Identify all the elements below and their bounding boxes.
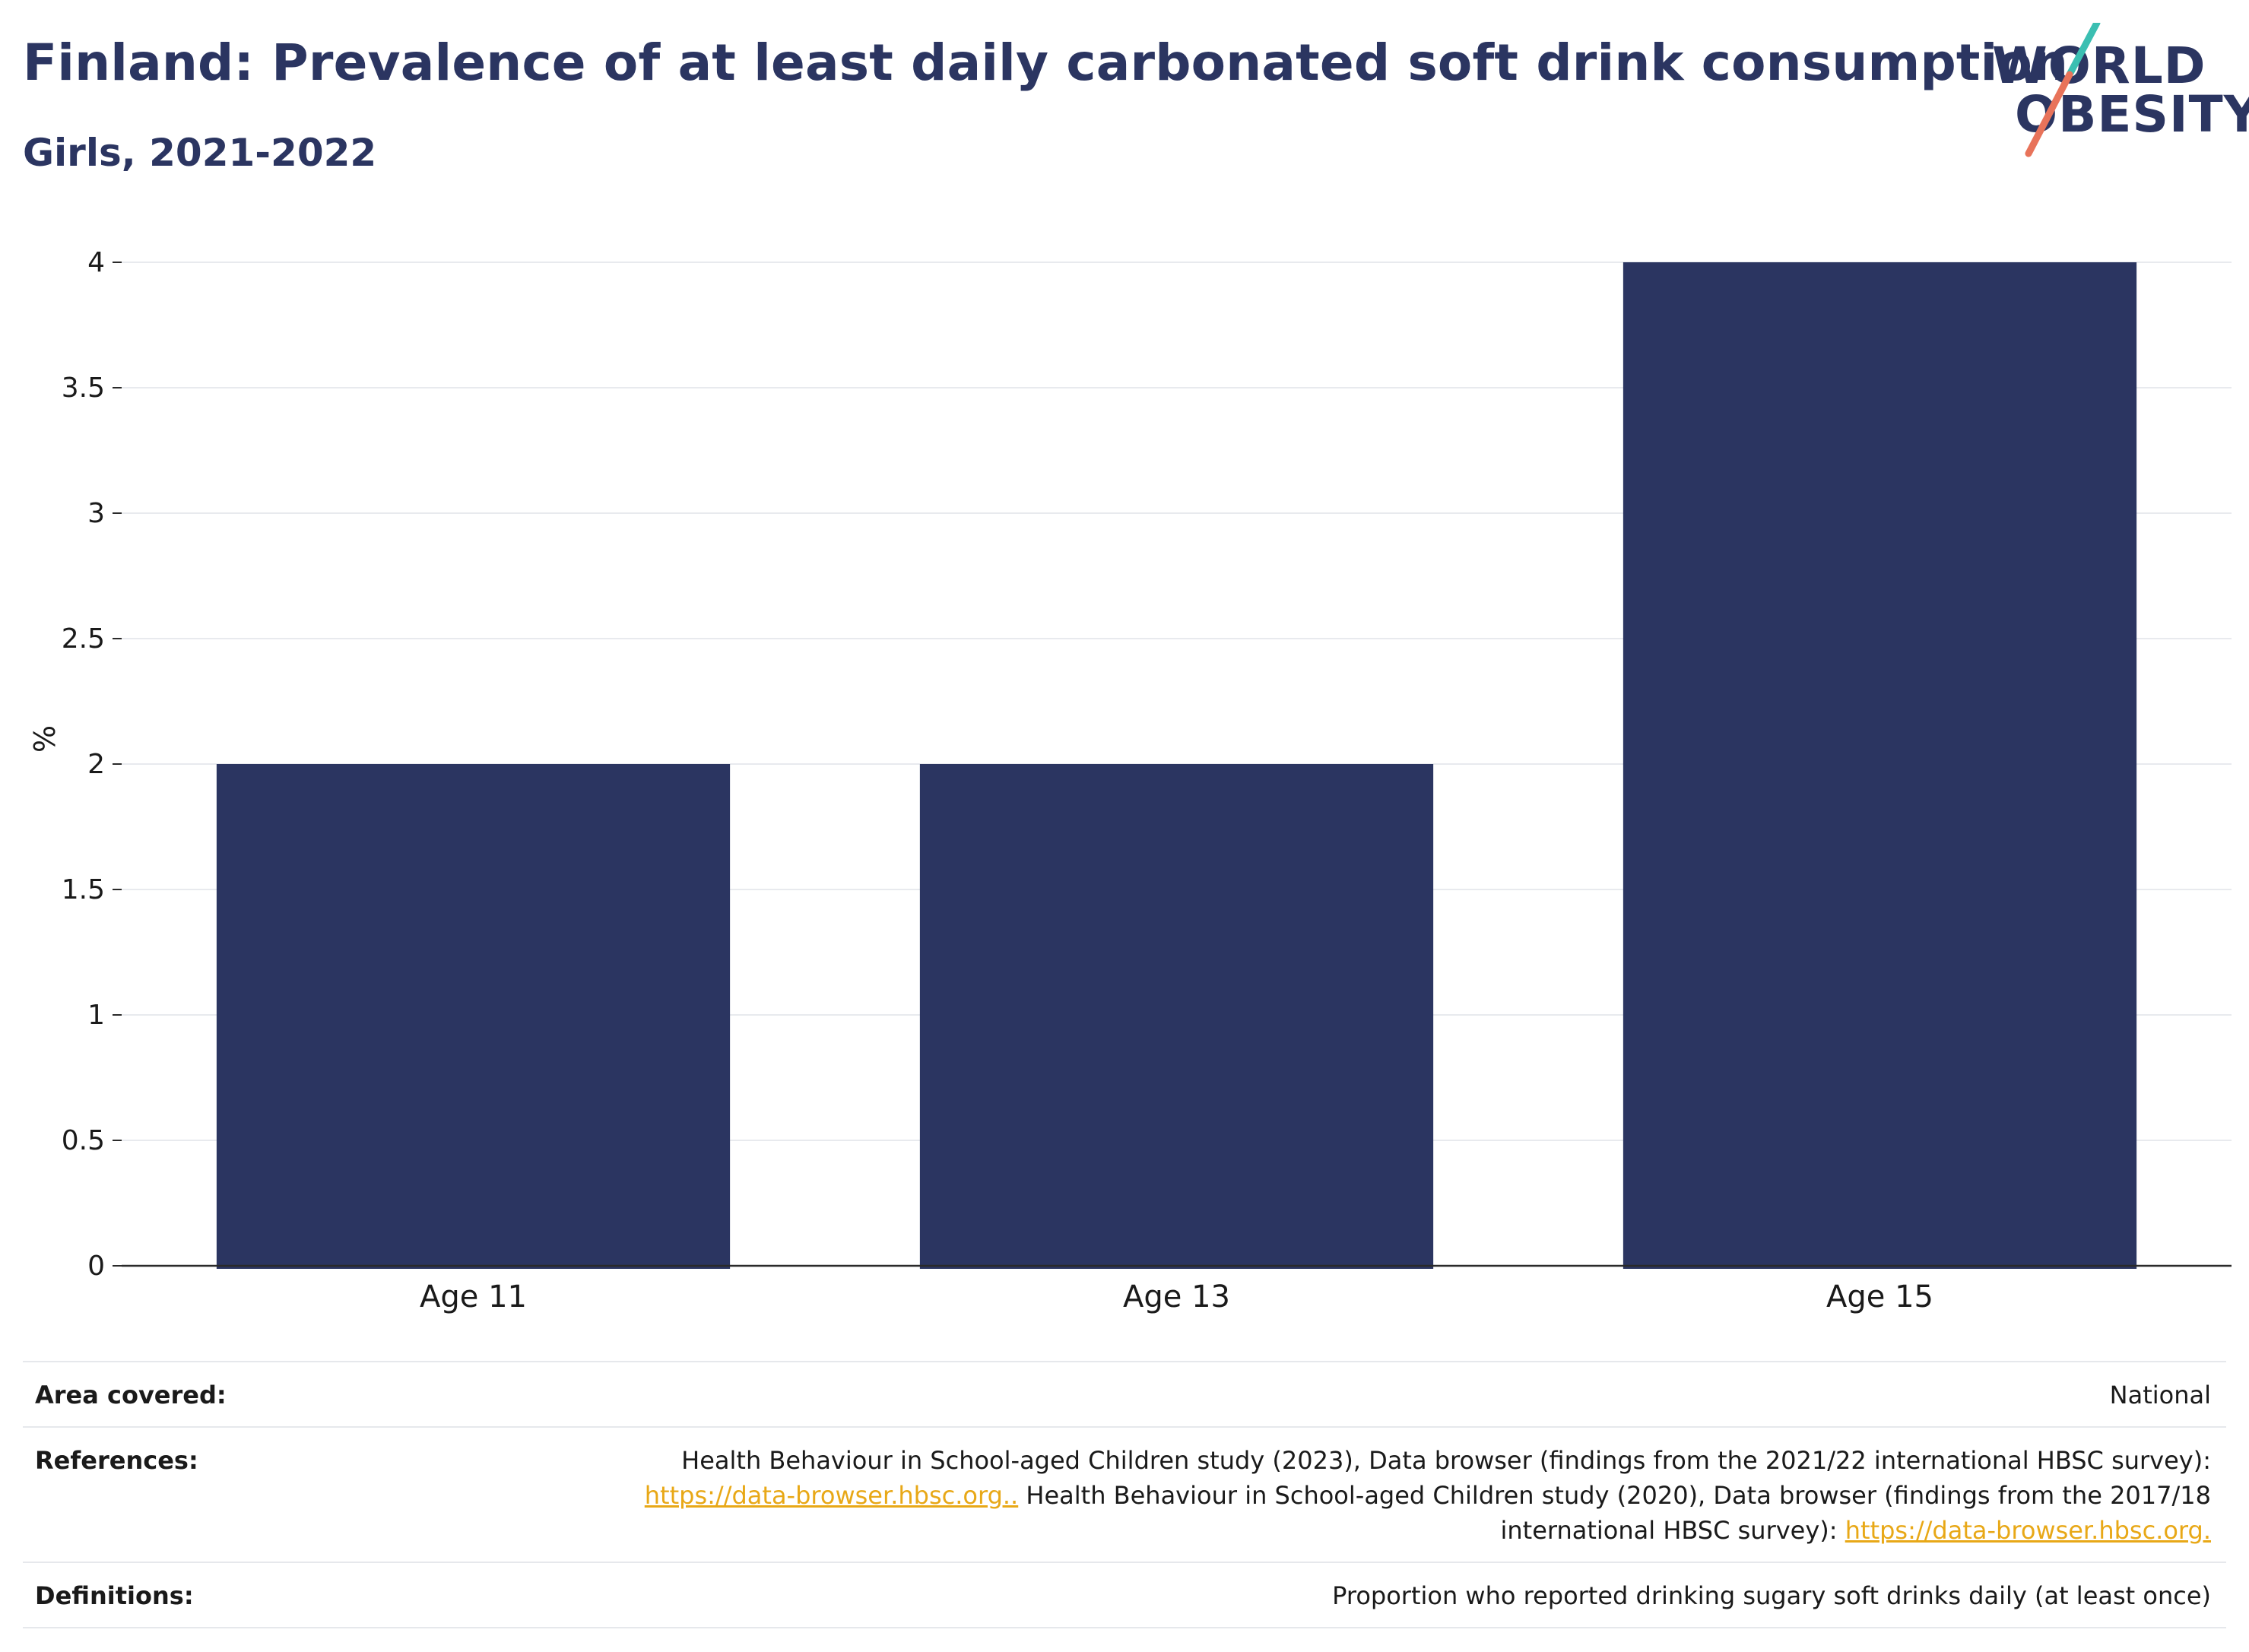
- logo-line-2: OBESITY: [2015, 85, 2249, 144]
- reference-link-1[interactable]: https://data-browser.hbsc.org..: [644, 1481, 1019, 1510]
- bar-age-15: [1623, 262, 2137, 1269]
- bar-age-11: [216, 764, 731, 1269]
- bar-chart: Age 11 Age 13 Age 15 0 0.5 1 1.5 2 2.5 3 3.5 4 %: [28, 247, 2232, 1314]
- reference-text-1: Health Behaviour in School-aged Children…: [681, 1446, 2211, 1475]
- references-value: Health Behaviour in School-aged Children…: [538, 1443, 2211, 1548]
- x-tick-label: Age 13: [1123, 1279, 1230, 1314]
- x-tick-label: Age 11: [420, 1279, 527, 1314]
- reference-link-2[interactable]: https://data-browser.hbsc.org.: [1845, 1516, 2211, 1545]
- y-tick-label: 3.5: [62, 373, 105, 404]
- reference-text-2: Health Behaviour in School-aged Children…: [1018, 1481, 2211, 1545]
- y-tick-label: 3: [87, 498, 105, 529]
- y-tick-label: 2: [87, 749, 105, 780]
- bars: [216, 262, 2137, 1269]
- y-tick-label: 0.5: [62, 1125, 105, 1156]
- chart-title: Finland: Prevalence of at least daily ca…: [23, 33, 2069, 92]
- x-tick-label: Age 15: [1826, 1279, 1933, 1314]
- bar-age-13: [919, 764, 1434, 1269]
- y-axis-label: %: [28, 725, 62, 753]
- logo-line-1: WORLD: [1992, 36, 2206, 95]
- y-tick-label: 4: [87, 247, 105, 278]
- area-covered-value: National: [2109, 1381, 2211, 1409]
- y-tick-label: 0: [87, 1251, 105, 1282]
- definitions-label: Definitions:: [35, 1581, 194, 1610]
- chart-subtitle: Girls, 2021-2022: [23, 131, 377, 175]
- info-row-area: Area covered: National: [23, 1361, 2226, 1426]
- y-axis: 0 0.5 1 1.5 2 2.5 3 3.5 4: [62, 247, 122, 1282]
- y-tick-label: 1: [87, 1000, 105, 1031]
- y-tick-label: 2.5: [62, 623, 105, 655]
- area-covered-label: Area covered:: [35, 1381, 227, 1409]
- x-axis: Age 11 Age 13 Age 15: [122, 1264, 2232, 1314]
- references-label: References:: [35, 1446, 198, 1475]
- info-row-references: References: Health Behaviour in School-a…: [23, 1426, 2226, 1562]
- y-tick-label: 1.5: [62, 874, 105, 905]
- definitions-value: Proportion who reported drinking sugary …: [1332, 1581, 2211, 1610]
- info-row-definitions: Definitions: Proportion who reported dri…: [23, 1562, 2226, 1628]
- logo-slash-icon: [2025, 23, 2101, 157]
- world-obesity-logo: WORLD OBESITY: [1992, 23, 2249, 160]
- info-table: Area covered: National References: Healt…: [23, 1361, 2226, 1628]
